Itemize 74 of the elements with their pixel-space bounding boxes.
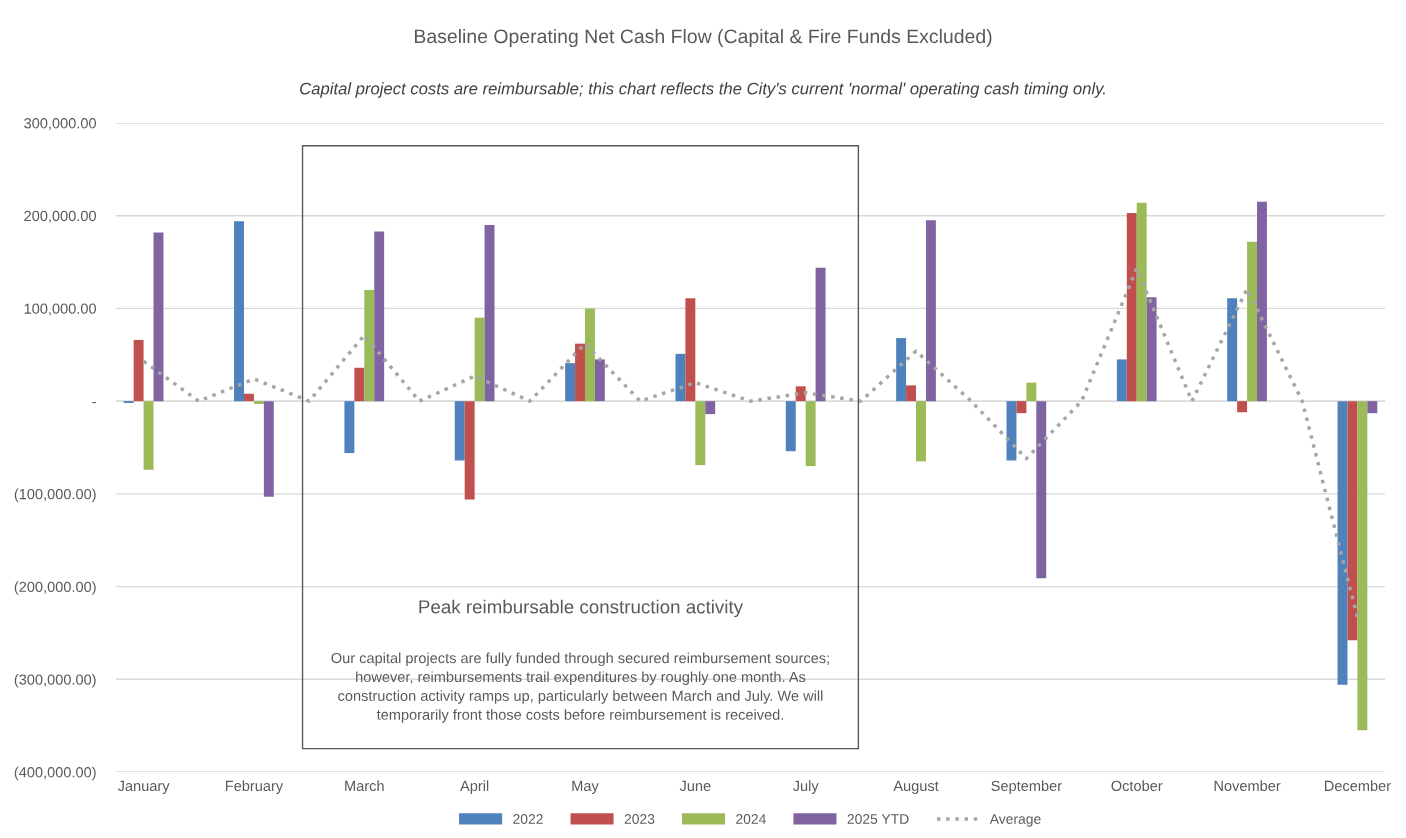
- x-tick-label: November: [1214, 780, 1281, 792]
- y-tick-label: 300,000.00: [24, 118, 96, 131]
- bar: [1126, 212, 1137, 402]
- bar: [896, 338, 907, 402]
- legend-label: 2022: [513, 814, 543, 824]
- legend-label: Average: [989, 814, 1041, 827]
- x-tick-label: August: [893, 780, 939, 794]
- bar: [695, 401, 706, 466]
- bar: [133, 339, 144, 402]
- bar: [454, 401, 465, 461]
- x-tick-label: May: [572, 780, 599, 794]
- bar: [1116, 359, 1127, 402]
- x-tick-label: December: [1324, 780, 1391, 792]
- x-tick-label: February: [225, 780, 284, 794]
- bar: [815, 267, 826, 402]
- x-tick-label: September: [991, 780, 1062, 794]
- y-tick-label: 200,000.00: [24, 210, 96, 223]
- bar: [675, 353, 686, 402]
- legend-label: 2023: [624, 814, 655, 824]
- x-tick-label: July: [792, 780, 819, 794]
- bar: [364, 289, 375, 402]
- y-tick-label: (300,000.00): [14, 674, 96, 688]
- legend-label: 2024: [736, 814, 766, 824]
- bar: [344, 401, 355, 454]
- bar: [464, 401, 475, 500]
- annotation: Peak reimbursable construction activity: [419, 599, 743, 618]
- bar: [785, 401, 796, 452]
- bar: [153, 232, 164, 402]
- y-tick-label: (400,000.00): [14, 766, 96, 781]
- x-tick-label: October: [1111, 780, 1163, 792]
- y-tick-label: (100,000.00): [14, 488, 96, 503]
- bar: [925, 220, 936, 402]
- bar: [1026, 382, 1037, 402]
- bar: [906, 385, 917, 402]
- y-tick-label: -: [92, 401, 96, 404]
- bar: [1016, 401, 1027, 414]
- x-tick-label: April: [460, 780, 489, 794]
- bar: [474, 317, 485, 402]
- chart-title: Baseline Operating Net Cash Flow (Capital & Fire Funds Excluded): [414, 28, 992, 48]
- chart-subtitle: Capital project costs are reimbursable; this chart reflects the City's current 'normal' operating cash timing only.: [300, 82, 1105, 98]
- annotation: Our capital projects are fully funded through secured reimbursement sources; however, reimbursements trail expenditures by roughly one month. As construction activity ramps up, particularly between March and July. We will temporarily front those costs before reimbursement is received.: [331, 652, 829, 723]
- bar: [1357, 401, 1368, 731]
- bar: [244, 393, 254, 402]
- bar: [484, 224, 495, 402]
- legend-label: 2025 YTD: [847, 814, 909, 824]
- bar: [1237, 401, 1248, 413]
- bar: [253, 401, 264, 404]
- bar: [916, 401, 926, 462]
- bar: [1227, 298, 1238, 402]
- bar: [1367, 401, 1378, 414]
- bar: [584, 308, 595, 402]
- bar: [705, 401, 716, 415]
- x-tick-label: June: [679, 780, 711, 792]
- x-tick-label: March: [345, 780, 384, 792]
- bar: [685, 298, 696, 402]
- bar: [263, 401, 274, 497]
- bar: [594, 359, 605, 402]
- bar: [374, 231, 385, 402]
- bar: [1146, 297, 1157, 402]
- bar: [1036, 401, 1047, 579]
- bar: [565, 363, 576, 402]
- bar: [1347, 401, 1358, 641]
- bar: [575, 343, 585, 402]
- bar: [1257, 201, 1267, 402]
- bar: [234, 221, 244, 402]
- bar: [1247, 241, 1257, 402]
- line-series: [141, 266, 1360, 619]
- bar: [805, 401, 816, 467]
- bar: [143, 401, 154, 470]
- bar: [354, 367, 365, 402]
- bar: [1136, 202, 1147, 402]
- x-tick-label: January: [117, 780, 170, 794]
- y-tick-label: (200,000.00): [14, 581, 96, 595]
- y-tick-label: 100,000.00: [24, 303, 96, 316]
